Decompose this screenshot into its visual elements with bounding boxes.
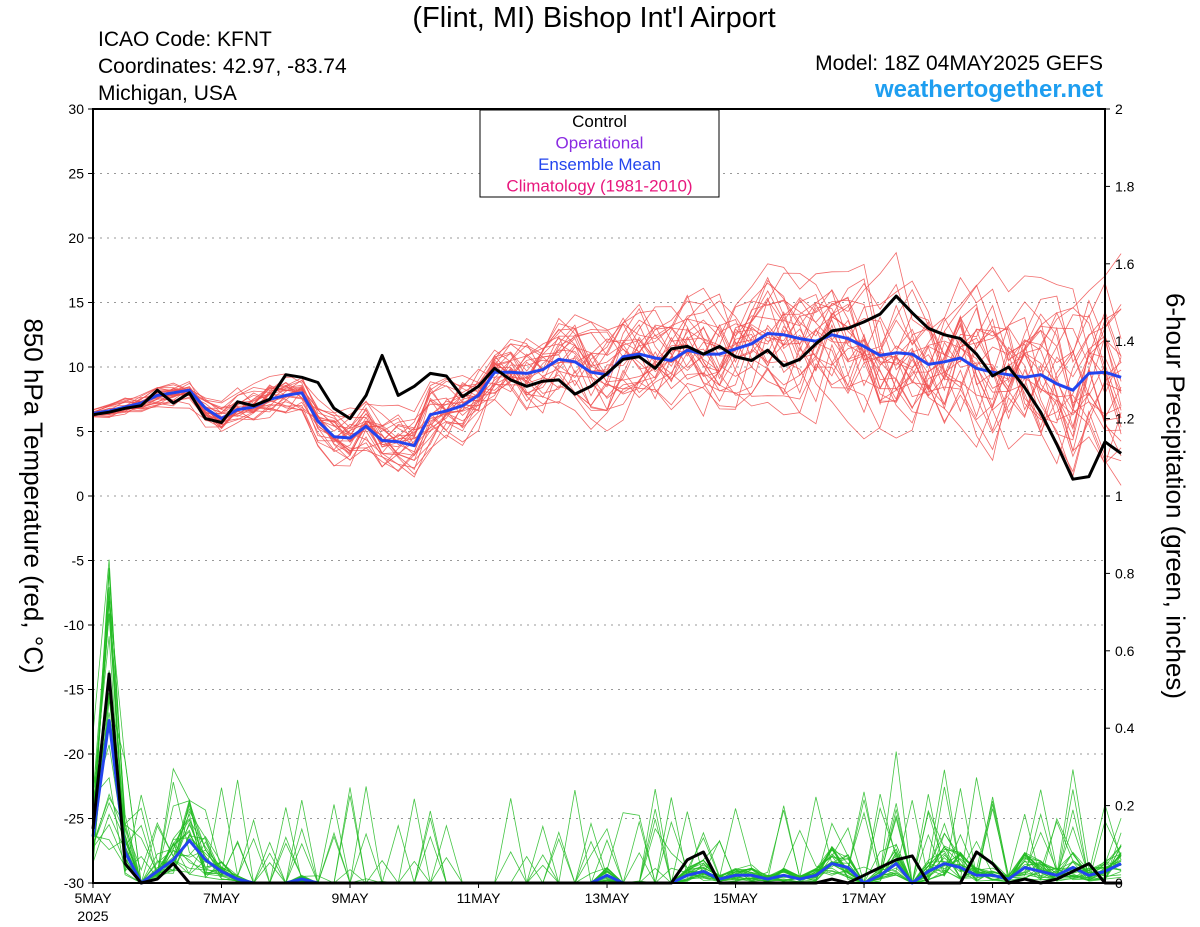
control-precip-line [91,672,1122,885]
ensemble-mean-precip-line [91,719,1122,885]
coordinates: Coordinates: 42.97, -83.74 [98,55,347,78]
x-tick-label: 17MAY [842,890,888,906]
ensemble-temp-member-line [92,324,1122,478]
x-tick-label: 9MAY [331,890,369,906]
ensemble-precipitation-members [92,559,1122,885]
chart-title: (Flint, MI) Bishop Int'l Airport [412,2,776,34]
y-tick-label-right: 1.6 [1115,256,1135,272]
legend: Control Operational Ensemble Mean Climatolo… [479,109,720,198]
ensemble-precip-member-line [92,559,1122,884]
ensemble-temp-member-line [92,296,1122,465]
y-tick-label-right: 1.4 [1115,333,1135,349]
ensemble-precip-member-line [92,613,1122,884]
x-tick-label: 5MAY [74,890,112,906]
y-tick-label-right: 0.4 [1115,720,1135,736]
model-run-label: Model: 18Z 04MAY2025 GEFS [815,52,1103,75]
y-tick-label-right: 1.2 [1115,411,1135,427]
y-tick-label-left: -25 [64,811,84,827]
y-tick-label-left: -10 [64,617,84,633]
ensemble-temp-member-line [92,315,1122,453]
ensemble-precip-member-line [92,636,1122,884]
website-link[interactable]: weathertogether.net [874,76,1103,103]
ensemble-temp-member-line [92,287,1122,467]
ensemble-temp-member-line [92,301,1122,486]
x-tick-label: 13MAY [585,890,631,906]
chart-axes: -30-25-20-15-10-505101520253000.20.40.60… [64,101,1135,924]
y-tick-label-right: 1 [1115,488,1123,504]
control-temp-line [92,294,1122,481]
ensemble-temp-member-line [92,251,1122,466]
icao-code: ICAO Code: KFNT [98,28,272,51]
ensemble-temp-member-line [92,280,1122,461]
grid-lines [93,173,1105,819]
ensemble-precip-member-line [92,701,1122,884]
ensemble-temp-member-line [92,300,1122,439]
x-tick-label: 7MAY [203,890,241,906]
x-tick-label: 11MAY [457,890,501,906]
legend-entry: Control [572,112,627,131]
y-tick-label-left: -20 [64,746,84,762]
legend-entry: Climatology (1981-2010) [506,177,692,196]
y-tick-label-left: -30 [64,875,84,891]
y-tick-label-left: 25 [68,166,84,182]
region-label: Michigan, USA [98,82,237,105]
y-tick-label-left: 5 [76,424,84,440]
y-tick-label-right: 0 [1115,875,1123,891]
ensemble-temperature-members [92,251,1122,486]
y-tick-label-left: 10 [68,359,84,375]
ensemble-temp-member-line [92,306,1122,478]
x-tick-label: 19MAY [970,890,1016,906]
ensemble-temp-member-line [92,288,1122,454]
x-tick-sublabel: 2025 [77,908,108,924]
ensemble-temp-member-line [92,284,1122,471]
x-tick-label: 15MAY [713,890,759,906]
y-tick-label-right: 1.8 [1115,178,1135,194]
ensemble-precip-member-line [92,696,1122,884]
y-tick-label-right: 2 [1115,101,1123,117]
ensemble-temp-member-line [92,282,1122,443]
y-tick-label-right: 0.6 [1115,643,1135,659]
ensemble-temp-member-line [92,253,1122,462]
ensemble-temp-member-line [92,266,1122,473]
y-tick-label-left: 20 [68,230,84,246]
ensemble-precip-member-line [92,744,1122,884]
ensemble-temp-member-line [92,306,1122,448]
y-tick-label-left: 15 [68,295,84,311]
ensemble-precip-member-line [92,712,1122,884]
ensemble-temp-member-line [92,272,1122,469]
y-tick-label-right: 0.8 [1115,565,1135,581]
legend-box [479,109,720,198]
legend-entry: Ensemble Mean [538,155,661,174]
y-tick-label-left: -5 [72,553,85,569]
ensemble-temp-member-line [92,300,1122,458]
y-tick-label-left: -15 [64,682,84,698]
y-tick-label-right: 0.2 [1115,798,1135,814]
y-tick-label-left: 30 [68,101,84,117]
ensemble-temp-member-line [92,310,1122,456]
ensemble-temp-member-line [92,299,1122,456]
y-tick-label-left: 0 [76,488,84,504]
ensemble-temp-member-line [92,303,1122,457]
legend-entry: Operational [556,134,644,153]
